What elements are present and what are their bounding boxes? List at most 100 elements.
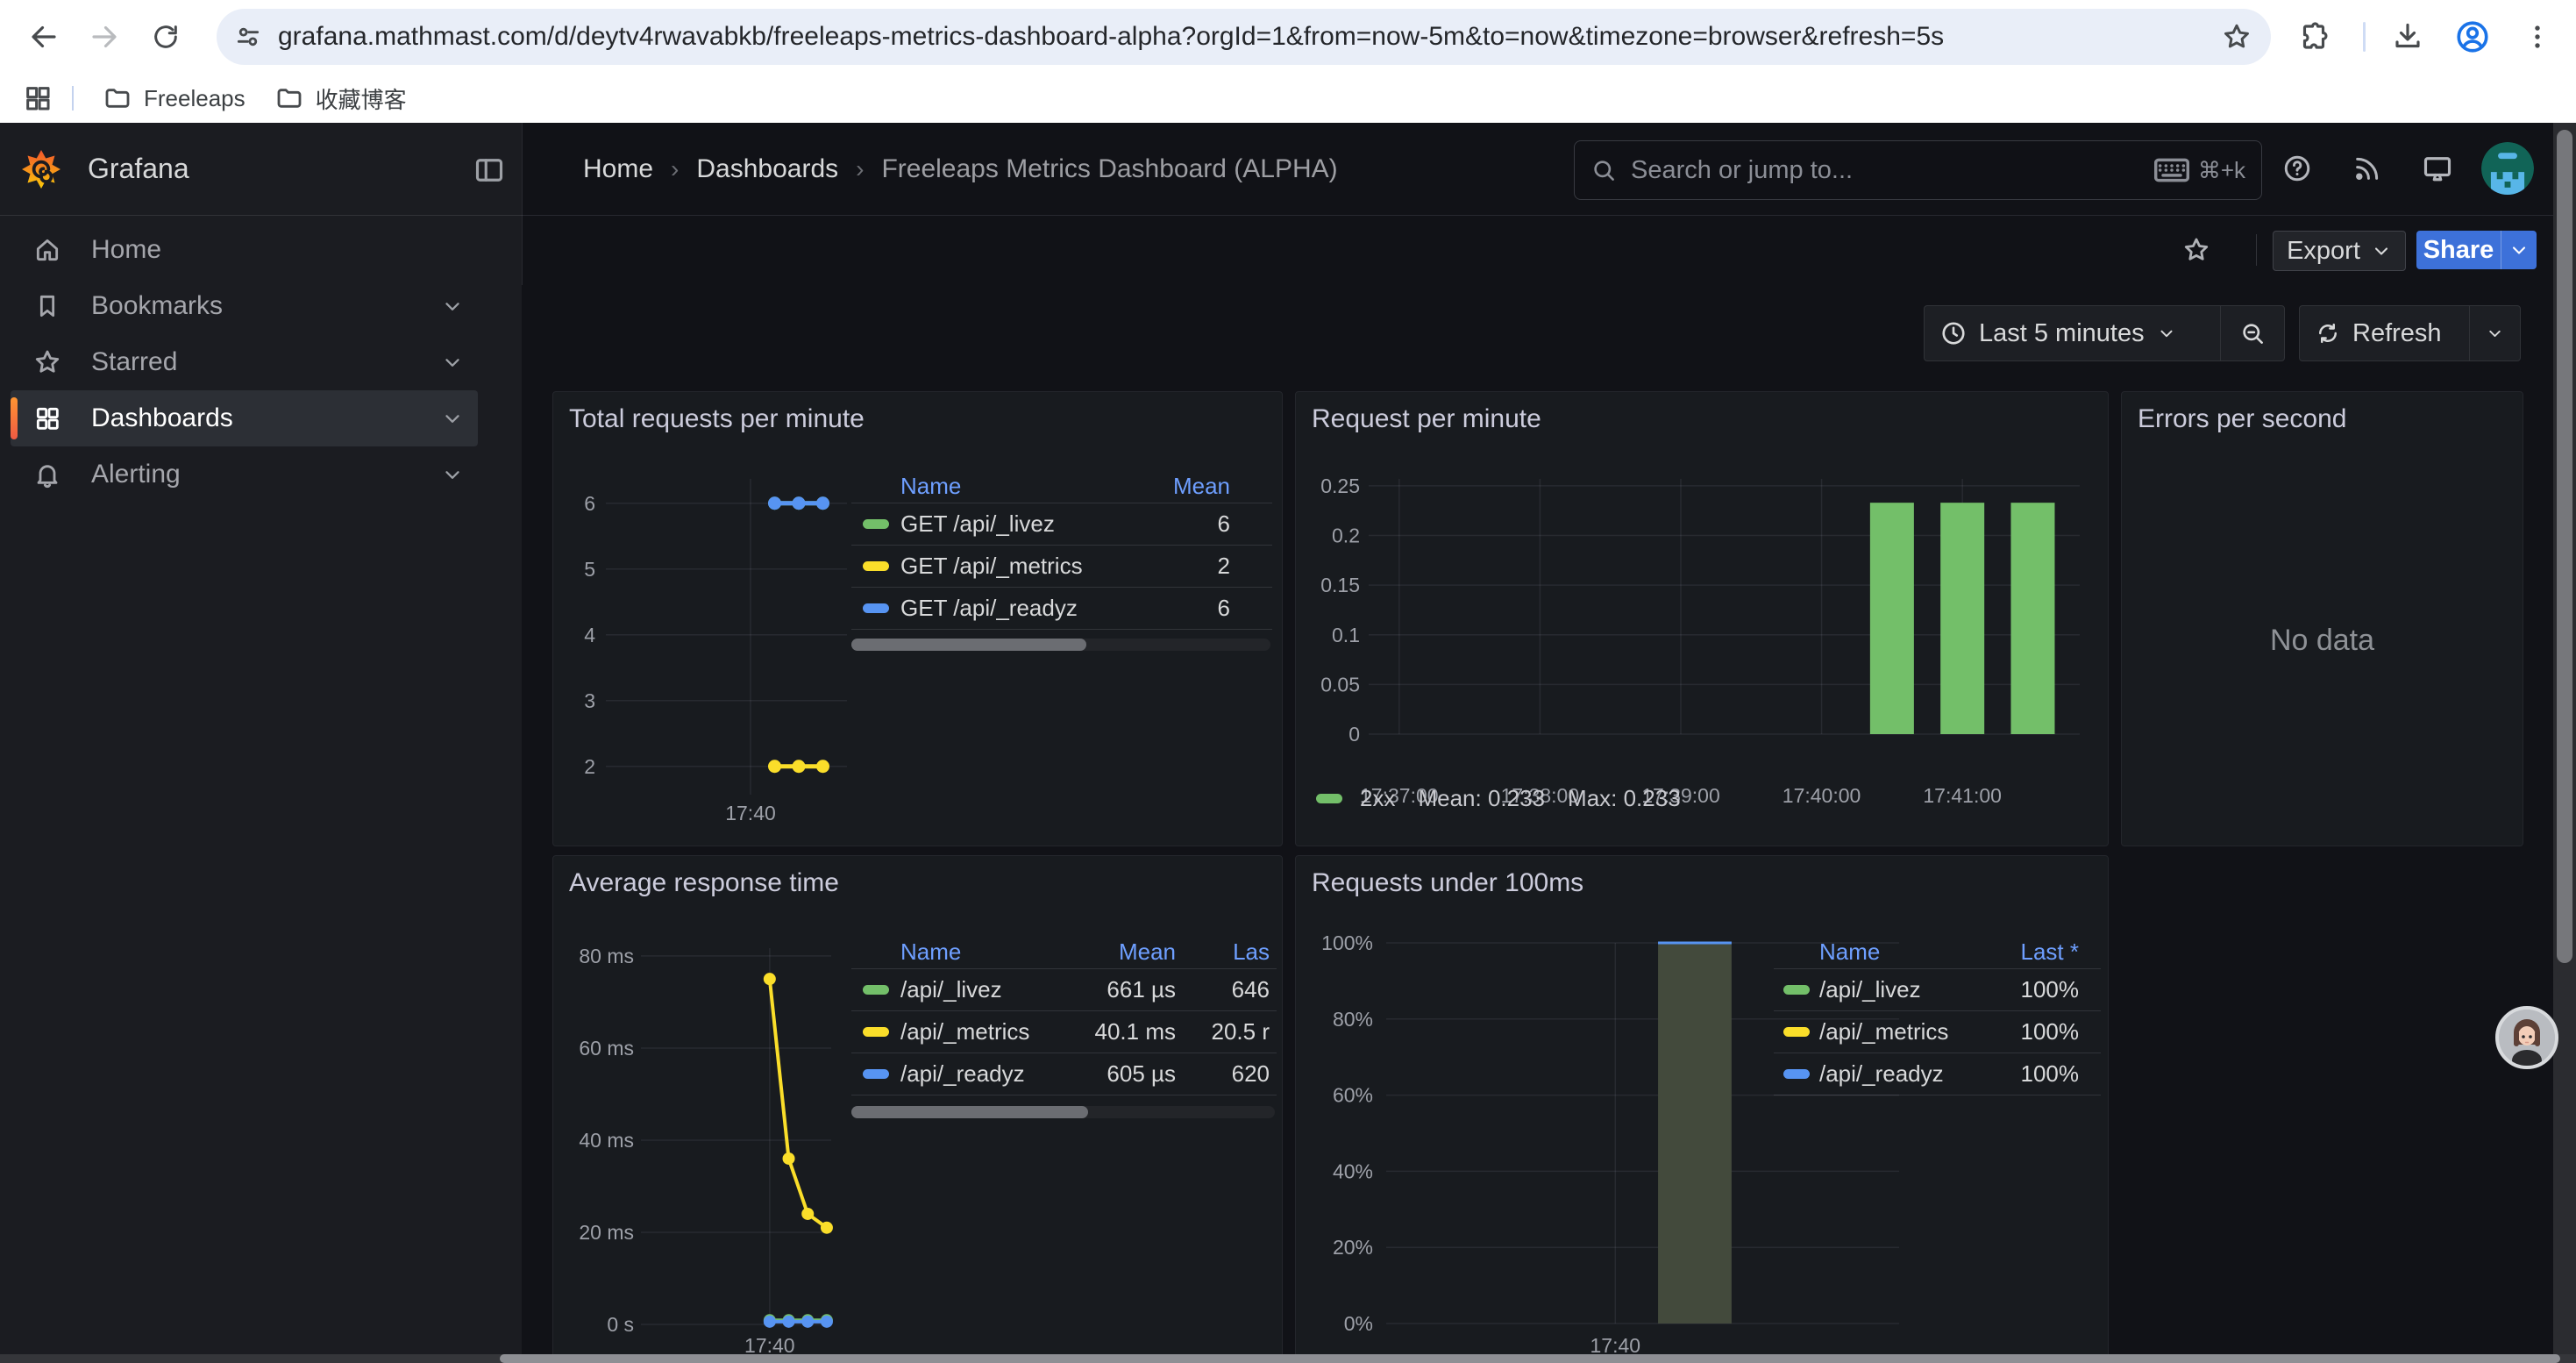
legend-row[interactable]: GET /api/_readyz 6: [851, 587, 1272, 629]
legend-scrollbar[interactable]: [851, 1106, 1275, 1118]
breadcrumb-dashboards[interactable]: Dashboards: [696, 154, 838, 184]
svg-text:2: 2: [584, 755, 595, 778]
chevron-down-icon[interactable]: [441, 351, 464, 374]
share-menu-button[interactable]: [2501, 231, 2537, 269]
legend-header-name[interactable]: Name: [900, 473, 1102, 500]
svg-text:0.25: 0.25: [1320, 475, 1360, 497]
legend-row[interactable]: /api/_metrics 100%: [1774, 1010, 2101, 1053]
series-name[interactable]: /api/_readyz: [1819, 1060, 1991, 1088]
help-button[interactable]: [2278, 149, 2316, 188]
zoom-out-button[interactable]: [2221, 306, 2284, 360]
kiosk-mode-button[interactable]: [2418, 149, 2457, 188]
vertical-scrollbar[interactable]: [2553, 123, 2576, 1363]
panel-title[interactable]: Errors per second: [2138, 404, 2346, 434]
legend-header-mean[interactable]: Mean: [1102, 473, 1272, 500]
reload-icon: [151, 22, 181, 52]
legend-header-mean[interactable]: Mean: [1062, 938, 1176, 966]
user-avatar[interactable]: [2481, 142, 2534, 195]
reload-button[interactable]: [145, 16, 187, 58]
kebab-menu-icon: [2523, 22, 2552, 52]
horizontal-scrollbar[interactable]: [0, 1354, 2576, 1363]
vertical-scrollbar-thumb[interactable]: [2557, 130, 2572, 963]
download-icon: [2392, 21, 2423, 53]
series-name[interactable]: 2xx: [1360, 785, 1395, 812]
sidebar-item-home[interactable]: Home: [11, 222, 478, 278]
refresh-controls: Refresh: [2299, 305, 2521, 361]
legend-row[interactable]: GET /api/_metrics 2: [851, 545, 1272, 587]
series-last: 620: [1176, 1060, 1277, 1088]
sidebar-item-bookmarks[interactable]: Bookmarks: [11, 278, 478, 334]
home-icon: [33, 236, 61, 264]
bookmark-star-icon[interactable]: [2222, 22, 2252, 52]
legend-row[interactable]: /api/_metrics 40.1 ms 20.5 r: [851, 1010, 1277, 1053]
sidebar-item-label: Home: [91, 235, 161, 265]
search-placeholder: Search or jump to...: [1631, 156, 2154, 185]
series-mean: 40.1 ms: [1062, 1018, 1176, 1045]
legend-header-name[interactable]: Name: [1819, 938, 1991, 966]
series-name[interactable]: GET /api/_readyz: [900, 595, 1102, 622]
url-bar[interactable]: grafana.mathmast.com/d/deytv4rwavabkb/fr…: [217, 9, 2271, 65]
dashboard-toolbar: Export Share: [522, 215, 2576, 286]
panel-requests-under-100ms: Requests under 100ms 100%80%60%40%20%0%1…: [1295, 855, 2109, 1363]
horizontal-scrollbar-thumb[interactable]: [500, 1354, 2560, 1363]
series-name[interactable]: /api/_livez: [900, 976, 1062, 1003]
legend-row[interactable]: /api/_livez 661 µs 646: [851, 968, 1277, 1010]
panel-request-per-minute: Request per minute 0.250.20.150.10.05017…: [1295, 391, 2109, 846]
series-name[interactable]: /api/_metrics: [900, 1018, 1062, 1045]
bookmark-folder-blogs[interactable]: 收藏博客: [275, 82, 407, 115]
legend-header-name[interactable]: Name: [900, 938, 1062, 966]
legend-scrollbar[interactable]: [851, 639, 1270, 651]
chevron-down-icon[interactable]: [441, 463, 464, 486]
grafana-logo[interactable]: [21, 149, 61, 189]
site-settings-icon[interactable]: [234, 23, 262, 51]
browser-menu-button[interactable]: [2523, 16, 2552, 58]
legend-row[interactable]: GET /api/_livez 6: [851, 503, 1272, 545]
series-name[interactable]: /api/_livez: [1819, 976, 1991, 1003]
svg-text:20 ms: 20 ms: [579, 1221, 634, 1244]
share-button[interactable]: Share: [2416, 231, 2501, 269]
panel-errors-per-second: Errors per second No data: [2121, 391, 2523, 846]
chevron-down-icon[interactable]: [441, 407, 464, 430]
downloads-button[interactable]: [2392, 16, 2423, 58]
extensions-button[interactable]: [2298, 16, 2330, 58]
legend-row[interactable]: /api/_readyz 100%: [1774, 1053, 2101, 1095]
chevron-down-icon[interactable]: [441, 295, 464, 318]
refresh-button[interactable]: Refresh: [2300, 306, 2469, 360]
series-mean: 2: [1102, 553, 1272, 580]
sidebar-item-dashboards[interactable]: Dashboards: [11, 390, 478, 446]
series-name[interactable]: GET /api/_livez: [900, 510, 1102, 538]
assistant-avatar[interactable]: [2495, 1006, 2558, 1069]
apps-grid-button[interactable]: [23, 83, 53, 113]
screen: grafana.mathmast.com/d/deytv4rwavabkb/fr…: [0, 0, 2576, 1363]
legend-row[interactable]: /api/_livez 100%: [1774, 968, 2101, 1010]
refresh-interval-button[interactable]: [2470, 306, 2520, 360]
export-button[interactable]: Export: [2273, 231, 2406, 271]
time-range-picker[interactable]: Last 5 minutes: [1925, 306, 2220, 360]
bookmark-folder-freeleaps[interactable]: Freeleaps: [103, 84, 246, 112]
svg-text:20%: 20%: [1333, 1236, 1373, 1259]
sidebar-item-alerting[interactable]: Alerting: [11, 446, 478, 503]
search-input[interactable]: Search or jump to... ⌘+k: [1574, 140, 2262, 200]
forward-button[interactable]: [83, 16, 125, 58]
legend-header-last[interactable]: Las: [1176, 938, 1277, 966]
breadcrumb-current: Freeleaps Metrics Dashboard (ALPHA): [881, 154, 1337, 184]
back-button[interactable]: [23, 16, 65, 58]
series-mean: 605 µs: [1062, 1060, 1176, 1088]
legend-row[interactable]: /api/_readyz 605 µs 620: [851, 1053, 1277, 1095]
series-name[interactable]: GET /api/_metrics: [900, 553, 1102, 580]
profile-button[interactable]: [2454, 16, 2491, 58]
svg-text:6: 6: [584, 492, 595, 515]
dashboards-icon: [33, 404, 61, 432]
favorite-dashboard-button[interactable]: [2177, 231, 2216, 269]
svg-text:3: 3: [584, 689, 595, 712]
series-color-pill: [863, 603, 889, 613]
sidebar-toggle-button[interactable]: [473, 154, 505, 190]
news-button[interactable]: [2348, 149, 2387, 188]
series-name[interactable]: /api/_metrics: [1819, 1018, 1991, 1045]
legend-header-last[interactable]: Last *: [1991, 938, 2101, 966]
sidebar-item-starred[interactable]: Starred: [11, 334, 478, 390]
series-mean: 6: [1102, 595, 1272, 622]
breadcrumb-home[interactable]: Home: [583, 154, 653, 184]
svg-text:0.2: 0.2: [1332, 525, 1360, 547]
series-name[interactable]: /api/_readyz: [900, 1060, 1062, 1088]
